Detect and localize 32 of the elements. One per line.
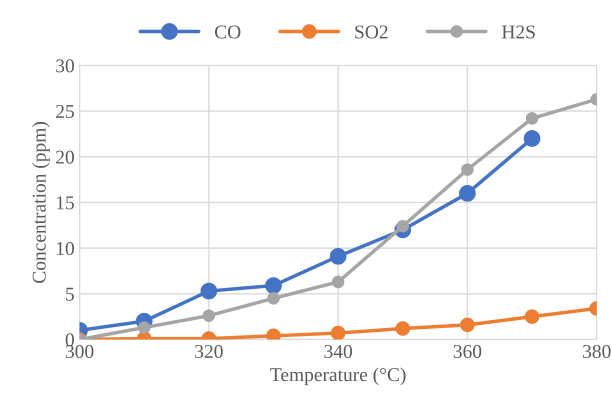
- y-tick-label: 30: [56, 59, 74, 72]
- point: [332, 276, 344, 288]
- point: [460, 318, 475, 332]
- point: [138, 321, 150, 334]
- point: [461, 163, 474, 176]
- y-axis-title: Concentration (ppm): [32, 122, 50, 283]
- y-tick-label: 20: [56, 150, 74, 164]
- y-tick-label: 25: [56, 104, 74, 118]
- x-tick-label: 380: [583, 344, 611, 358]
- point: [524, 309, 540, 324]
- x-tick-label: 340: [324, 344, 352, 358]
- point: [459, 184, 476, 202]
- point: [395, 321, 410, 336]
- x-tick-label: 320: [195, 344, 223, 358]
- legend-label: CO: [215, 25, 240, 39]
- point: [200, 282, 218, 300]
- y-tick-label: 10: [56, 242, 74, 256]
- point: [267, 292, 280, 305]
- y-tick-label: 0: [66, 333, 74, 346]
- point: [526, 112, 538, 125]
- legend-label: SO2: [355, 25, 388, 39]
- x-tick-label: 360: [454, 344, 482, 358]
- point: [330, 248, 346, 265]
- y-tick-label: 15: [56, 196, 74, 210]
- point: [524, 130, 540, 147]
- point: [265, 277, 282, 294]
- x-tick-label: 300: [66, 344, 94, 358]
- point: [330, 326, 346, 340]
- y-tick-label: 5: [66, 288, 74, 301]
- point: [202, 309, 216, 322]
- legend-label: H2S: [502, 25, 535, 39]
- x-axis-title: Temperature (°C): [270, 368, 406, 386]
